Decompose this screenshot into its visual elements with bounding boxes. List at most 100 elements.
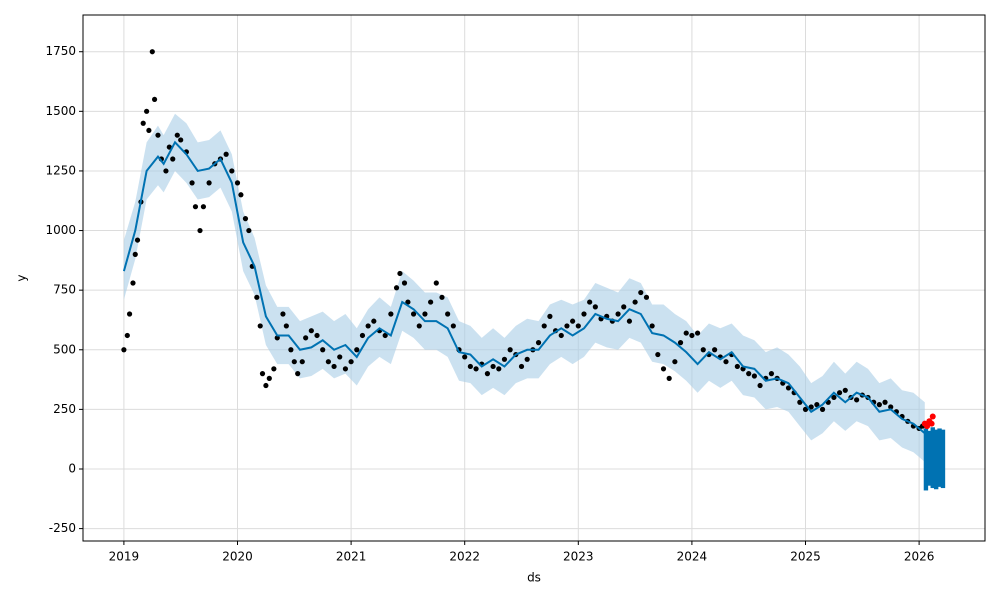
observed-point bbox=[677, 340, 684, 346]
observed-point bbox=[723, 359, 729, 365]
recent-point bbox=[928, 420, 935, 427]
observed-point bbox=[263, 382, 269, 389]
observed-point bbox=[410, 311, 417, 317]
observed-point bbox=[393, 285, 400, 291]
observed-point bbox=[422, 311, 428, 317]
y-tick-label: 250 bbox=[53, 402, 76, 416]
observed-point bbox=[124, 332, 130, 339]
y-tick-label: 1250 bbox=[45, 163, 76, 177]
observed-point bbox=[467, 363, 473, 370]
observed-point bbox=[683, 330, 689, 336]
observed-point bbox=[174, 132, 180, 138]
observed-point bbox=[746, 371, 752, 377]
observed-point bbox=[507, 347, 513, 353]
observed-point bbox=[854, 397, 860, 403]
y-tick-label: 1000 bbox=[45, 223, 76, 237]
observed-point bbox=[462, 354, 468, 360]
observed-point bbox=[146, 127, 152, 134]
observed-point bbox=[433, 280, 439, 286]
observed-point bbox=[401, 280, 408, 286]
observed-point bbox=[314, 332, 320, 339]
observed-point bbox=[151, 96, 158, 103]
y-tick-label: 500 bbox=[53, 342, 76, 356]
observed-point bbox=[288, 347, 294, 353]
observed-point bbox=[280, 311, 286, 317]
future-range bbox=[937, 428, 942, 487]
observed-point bbox=[626, 318, 633, 324]
observed-point bbox=[134, 237, 141, 243]
x-tick-label: 2025 bbox=[790, 550, 821, 564]
x-tick-label: 2026 bbox=[904, 550, 935, 564]
observed-point bbox=[632, 299, 638, 305]
observed-point bbox=[564, 323, 570, 329]
observed-point bbox=[660, 366, 667, 372]
observed-point bbox=[802, 406, 809, 412]
x-axis-label: ds bbox=[527, 571, 541, 585]
observed-point bbox=[130, 280, 136, 286]
observed-point bbox=[888, 404, 894, 410]
observed-point bbox=[757, 382, 763, 389]
x-tick-label: 2022 bbox=[449, 550, 480, 564]
observed-point bbox=[192, 204, 199, 210]
observed-point bbox=[439, 294, 445, 300]
observed-point bbox=[274, 335, 280, 341]
observed-point bbox=[354, 347, 360, 353]
observed-point bbox=[541, 323, 547, 329]
observed-point bbox=[382, 332, 388, 339]
observed-point bbox=[299, 359, 305, 365]
observed-point bbox=[621, 304, 627, 310]
observed-point bbox=[206, 180, 212, 186]
observed-point bbox=[672, 359, 678, 365]
observed-point bbox=[242, 216, 249, 222]
observed-point bbox=[814, 402, 820, 408]
x-tick-label: 2024 bbox=[677, 550, 708, 564]
observed-point bbox=[121, 347, 127, 353]
observed-point bbox=[712, 347, 718, 353]
observed-point bbox=[819, 406, 826, 412]
observed-point bbox=[166, 144, 172, 150]
observed-point bbox=[655, 351, 661, 358]
observed-point bbox=[163, 168, 169, 174]
observed-point bbox=[246, 227, 252, 234]
observed-point bbox=[388, 311, 394, 317]
observed-point bbox=[348, 359, 354, 365]
y-tick-label: 0 bbox=[68, 461, 76, 475]
observed-point bbox=[876, 402, 882, 408]
y-tick-label: 750 bbox=[53, 283, 76, 297]
plot-frame bbox=[82, 14, 986, 542]
future-range bbox=[923, 428, 929, 491]
observed-point bbox=[132, 251, 138, 257]
observed-point bbox=[257, 323, 263, 329]
observed-point bbox=[365, 323, 371, 329]
observed-point bbox=[397, 270, 403, 277]
observed-point bbox=[254, 294, 260, 300]
observed-point bbox=[785, 385, 792, 391]
x-tick-label: 2023 bbox=[563, 550, 594, 564]
recent-point bbox=[924, 423, 931, 430]
observed-point bbox=[689, 332, 695, 339]
observed-point bbox=[797, 399, 803, 405]
observed-point bbox=[144, 108, 150, 114]
observed-point bbox=[615, 311, 621, 317]
observed-point bbox=[558, 332, 564, 339]
observed-point bbox=[535, 340, 542, 346]
observed-point bbox=[484, 371, 491, 377]
observed-point bbox=[473, 366, 479, 372]
observed-point bbox=[178, 137, 184, 143]
x-tick-label: 2020 bbox=[222, 550, 253, 564]
observed-point bbox=[808, 404, 814, 410]
observed-point bbox=[155, 132, 161, 138]
observed-point bbox=[638, 289, 644, 296]
observed-point bbox=[575, 323, 581, 329]
observed-point bbox=[643, 294, 650, 300]
future-range bbox=[933, 429, 939, 490]
future-range bbox=[930, 427, 935, 489]
y-tick-label: -250 bbox=[49, 521, 76, 535]
observed-point bbox=[140, 120, 146, 126]
observed-point bbox=[496, 366, 502, 372]
observed-point bbox=[303, 335, 309, 341]
observed-point bbox=[170, 156, 176, 162]
observed-point bbox=[450, 323, 456, 329]
observed-point bbox=[331, 363, 337, 370]
